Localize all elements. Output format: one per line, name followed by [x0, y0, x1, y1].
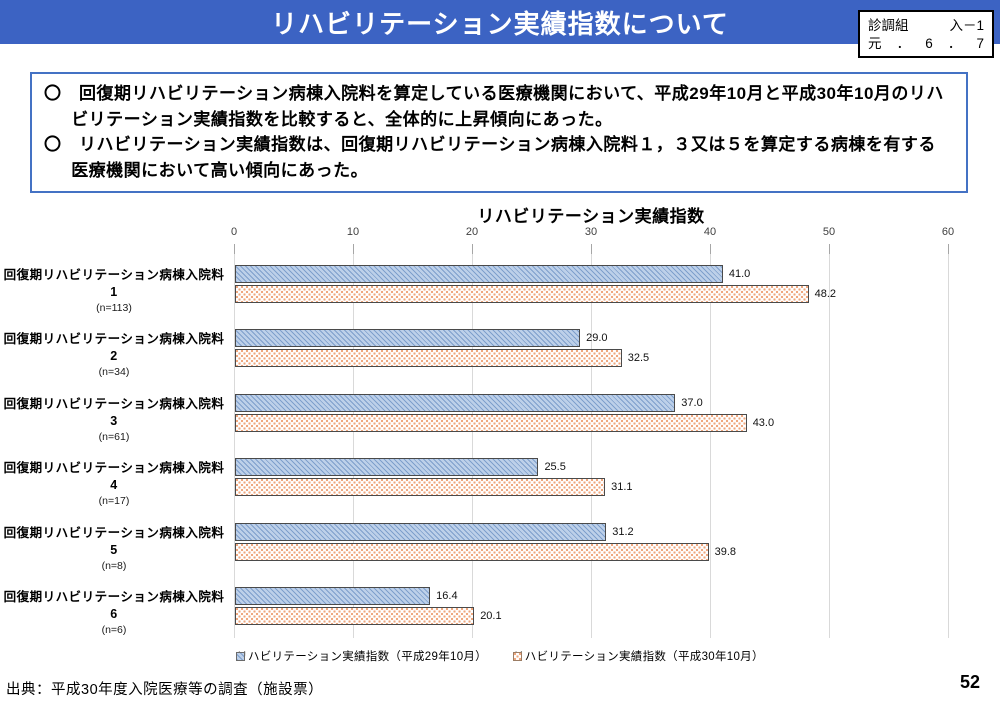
value-label: 20.1 [480, 610, 502, 622]
chart-legend: リハビリテーション実績指数（平成29年10月） リハビリテーション実績指数（平成3… [0, 648, 1000, 664]
legend-swatch-series2 [513, 651, 522, 661]
gridline [353, 244, 354, 638]
gridline [710, 244, 711, 638]
page-title: リハビリテーション実績指数について [271, 8, 729, 39]
bar-series2-row6 [235, 607, 475, 625]
value-label: 48.2 [814, 287, 836, 300]
category-name: 回復期リハビリテーション病棟入院料4 [3, 461, 225, 492]
x-axis-tickmark [591, 244, 592, 254]
category-sample-size: (n=17) [98, 495, 130, 507]
category-label: 回復期リハビリテーション病棟入院料2 (n=34) [0, 331, 228, 380]
stamp-row-1: 診調組 入－1 [868, 17, 984, 34]
category-name: 回復期リハビリテーション病棟入院料6 [3, 590, 225, 621]
summary-box: 〇 回復期リハビリテーション病棟入院料を算定している医療機関において、平成29年… [30, 72, 968, 193]
x-axis-tickmark [710, 244, 711, 254]
value-label: 39.8 [714, 545, 737, 558]
summary-bullet-2: 〇 リハビリテーション実績指数は、回復期リハビリテーション病棟入院料１，３又は５… [44, 135, 936, 180]
x-axis-tickmark [353, 244, 354, 254]
bar-series1-row6 [235, 587, 431, 605]
x-axis-tick-label: 60 [941, 226, 955, 238]
x-axis-tick-label: 10 [346, 226, 360, 238]
value-label: 43.0 [752, 416, 775, 429]
value-label: 37.0 [681, 396, 703, 409]
category-label: 回復期リハビリテーション病棟入院料1 (n=113) [0, 267, 228, 316]
value-label: 25.5 [544, 461, 566, 473]
value-label: 32.5 [627, 352, 650, 364]
bar-series1-row2 [235, 329, 581, 347]
stamp-segment: 7 [976, 35, 984, 51]
chart-title: リハビリテーション実績指数 [477, 207, 705, 226]
x-axis-tickmark [829, 244, 830, 254]
bar-series2-row1 [235, 284, 809, 303]
x-axis-tickmark [472, 244, 473, 254]
page-number: 52 [959, 672, 980, 692]
value-label: 41.0 [728, 267, 751, 280]
gridline [472, 244, 473, 638]
bar-series1-row5 [235, 522, 607, 541]
legend-item-2: リハビリテーション実績指数（平成30年10月） [513, 648, 764, 664]
x-axis-tickmark [948, 244, 949, 254]
bar-chart: リハビリテーション実績指数 0 10 20 30 40 50 60 回復期リハビリテーション病… [0, 200, 1000, 670]
category-sample-size: (n=113) [96, 301, 132, 314]
category-sample-size: (n=34) [98, 366, 130, 378]
stamp-segment: ． [896, 35, 911, 51]
gridline [591, 244, 592, 638]
category-label: 回復期リハビリテーション病棟入院料6 (n=6) [0, 589, 228, 638]
value-label: 31.1 [611, 481, 633, 493]
summary-bullet-1: 〇 回復期リハビリテーション病棟入院料を算定している医療機関において、平成29年… [44, 84, 944, 129]
bar-series2-row5 [235, 542, 709, 561]
x-axis-tick-label: 20 [465, 226, 479, 238]
stamp-segment: 元 [868, 35, 882, 51]
x-axis-tick-label: 50 [822, 226, 836, 238]
category-name: 回復期リハビリテーション病棟入院料1 [3, 267, 225, 299]
stamp-row-2: 元 ． 6 ． 7 [868, 35, 984, 52]
title-bar: リハビリテーション実績指数について [0, 0, 1000, 44]
gridline [234, 244, 235, 638]
category-sample-size: (n=8) [101, 559, 127, 572]
gridline [948, 244, 949, 638]
legend-swatch-series1 [236, 651, 246, 661]
category-name: 回復期リハビリテーション病棟入院料5 [3, 525, 225, 557]
gridline [829, 244, 830, 638]
category-name: 回復期リハビリテーション病棟入院料2 [3, 332, 225, 363]
x-axis-tick-label: 30 [584, 226, 598, 238]
legend-item-1: リハビリテーション実績指数（平成29年10月） [236, 648, 487, 664]
value-label: 29.0 [586, 332, 608, 344]
category-sample-size: (n=61) [98, 430, 130, 443]
category-label: 回復期リハビリテーション病棟入院料5 (n=8) [0, 525, 228, 574]
legend-label: リハビリテーション実績指数（平成29年10月） [236, 651, 487, 663]
category-name: 回復期リハビリテーション病棟入院料3 [3, 396, 225, 428]
category-label: 回復期リハビリテーション病棟入院料3 (n=61) [0, 396, 228, 445]
x-axis-tick-label: 40 [703, 226, 717, 238]
stamp-segment: ． [947, 35, 962, 51]
stamp-segment: 入－1 [949, 17, 984, 33]
stamp-segment: 6 [925, 35, 933, 51]
category-label: 回復期リハビリテーション病棟入院料4 (n=17) [0, 460, 228, 509]
source-note: 出典：平成30年度入院医療等の調査（施設票） [6, 682, 324, 698]
bar-series1-row1 [235, 264, 723, 283]
bar-series2-row2 [235, 349, 622, 367]
document-ref-stamp: 診調組 入－1 元 ． 6 ． 7 [858, 10, 994, 58]
stamp-segment: 診調組 [868, 17, 909, 33]
bar-series2-row4 [235, 478, 606, 496]
x-axis-tickmark [234, 244, 235, 254]
bar-series1-row4 [235, 458, 539, 476]
legend-label: リハビリテーション実績指数（平成30年10月） [513, 651, 764, 663]
value-label: 16.4 [436, 590, 458, 602]
bar-series2-row3 [235, 413, 747, 432]
x-axis-tick-label: 0 [230, 226, 238, 238]
category-sample-size: (n=6) [101, 624, 127, 636]
value-label: 31.2 [612, 525, 634, 538]
bar-series1-row3 [235, 393, 676, 412]
